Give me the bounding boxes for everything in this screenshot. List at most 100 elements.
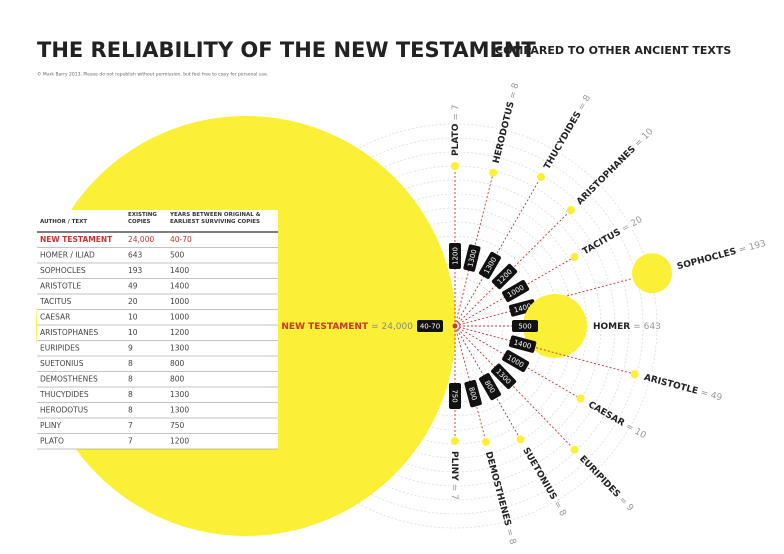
gap-box: [479, 373, 501, 401]
gap-badge: 1200: [449, 243, 461, 269]
spoke-node: [566, 206, 575, 215]
header-wrap: EXISTING COPIES: [128, 212, 157, 225]
table-cell: NEW TESTAMENT: [40, 235, 113, 244]
title: THE RELIABILITY OF THE NEW TESTAMENT: [37, 38, 536, 62]
ring: [252, 123, 658, 529]
table-cell: 20: [128, 297, 138, 306]
spoke-label: DEMOSTHENES= 8: [483, 450, 518, 545]
spoke-count: = 10: [633, 126, 656, 149]
table-cell: TACITUS: [39, 297, 72, 306]
gap-box: [502, 280, 530, 302]
table-cell: 8: [128, 374, 133, 383]
spoke-node: [516, 435, 525, 444]
spoke-node: [489, 168, 498, 177]
spoke-count: = 8: [551, 499, 568, 518]
spoke-label: HERODOTUS= 8: [491, 82, 521, 165]
spoke-node: [632, 253, 673, 294]
table-cell: 1200: [170, 436, 189, 445]
spoke-label: TACITUS= 20: [581, 214, 644, 256]
header-wrap: AUTHOR / TEXT: [40, 219, 88, 225]
table-cell: HOMER / ILIAD: [40, 250, 95, 259]
subtitle: COMPARED TO OTHER ANCIENT TEXTS: [495, 44, 731, 57]
spoke-count: = 9: [617, 495, 636, 514]
gap-box: [508, 335, 537, 353]
gap-label: 750: [451, 389, 459, 402]
table-cell: 1000: [170, 312, 189, 321]
spoke-name: SUETONIUS: [521, 446, 559, 502]
spoke-count: = 7: [450, 484, 460, 500]
table-cell: 40-70: [170, 235, 192, 244]
spoke-name: ARISTOTLE: [643, 372, 699, 396]
table-cell: 643: [128, 250, 143, 259]
table-bg: [37, 210, 278, 449]
table-cell: CAESAR: [40, 312, 70, 321]
spoke: [454, 325, 578, 397]
gap-label: 40-70: [420, 323, 440, 331]
spoke-label: EURIPIDES= 9: [577, 454, 635, 514]
spoke-node: [630, 370, 639, 379]
spoke-node: [570, 445, 579, 454]
spoke-node: [576, 394, 585, 403]
table-cell: ARISTOPHANES: [40, 328, 98, 337]
gap-box: [417, 320, 443, 332]
ring: [308, 179, 602, 473]
spoke-node: [451, 437, 459, 445]
spoke-node: [482, 437, 491, 446]
table-cell: 10: [128, 312, 138, 321]
spoke-label: SOPHOCLES= 193: [676, 238, 767, 271]
table-cell: 9: [128, 343, 133, 352]
gap-box: [502, 350, 530, 372]
spoke-label: ARISTOTLE= 49: [643, 372, 724, 403]
table-cell: 24,000: [128, 235, 154, 244]
spoke-label: HOMER = 643: [593, 322, 661, 332]
gap-badge: 500: [512, 320, 538, 332]
gap-box: [479, 251, 501, 279]
gap-box: [449, 243, 461, 269]
spoke-count: = 8: [504, 527, 518, 545]
spoke-node: [523, 294, 587, 358]
table-cell: SUETONIUS: [40, 359, 84, 368]
gap-box: [449, 383, 461, 409]
gap-badge: 40-70: [417, 320, 443, 332]
gap-badge: 1300: [463, 244, 481, 272]
spoke: [454, 180, 540, 327]
table-cell: 193: [128, 266, 143, 275]
gap-box: [463, 244, 481, 272]
gap-box: [464, 379, 482, 408]
spoke-count: = 7: [451, 104, 461, 120]
table-cell: 500: [170, 250, 185, 259]
gap-badge: 750: [449, 383, 461, 409]
gap-box: [491, 363, 517, 390]
spoke-node: [451, 162, 459, 170]
table-cell: 800: [170, 374, 185, 383]
table-cell: 1200: [170, 328, 189, 337]
spoke-count: = 643: [633, 322, 661, 332]
spoke-name: SOPHOCLES: [676, 246, 737, 271]
gap-box: [512, 320, 538, 332]
spoke: [454, 325, 519, 437]
gap-label: 500: [518, 323, 531, 331]
gap-badge: 1400: [508, 335, 537, 353]
column-header: AUTHOR / TEXT: [40, 219, 88, 225]
table: AUTHOR / TEXT EXISTING COPIES YEARS BETWEE…: [37, 210, 278, 450]
spoke-name: PLINY: [450, 451, 460, 481]
table-cell: PLATO: [40, 436, 64, 445]
table-cell: 7: [128, 436, 133, 445]
table-cell: 1300: [170, 343, 189, 352]
spoke-label: CAESAR= 10: [586, 400, 647, 441]
table-cell: DEMOSTHENES: [40, 374, 98, 383]
table-cell: HERODOTUS: [40, 405, 88, 414]
center-count: = 24,000: [371, 322, 413, 332]
spoke-label: ARISTOPHANES= 10: [575, 126, 656, 207]
center-name: NEW TESTAMENT: [281, 322, 369, 332]
spoke-node: [570, 253, 579, 261]
table-cell: 1300: [170, 390, 189, 399]
table-cell: EURIPIDES: [40, 343, 80, 352]
spoke: [454, 325, 573, 448]
spoke-name: PLATO: [451, 123, 461, 156]
center-label: NEW TESTAMENT = 24,000: [281, 322, 413, 332]
spoke-label: THUCYDIDES= 8: [542, 93, 593, 171]
header-wrap: YEARS BETWEEN ORIGINAL & EARLIEST SURVIV…: [170, 212, 261, 225]
spoke-name: DEMOSTHENES: [483, 450, 513, 527]
